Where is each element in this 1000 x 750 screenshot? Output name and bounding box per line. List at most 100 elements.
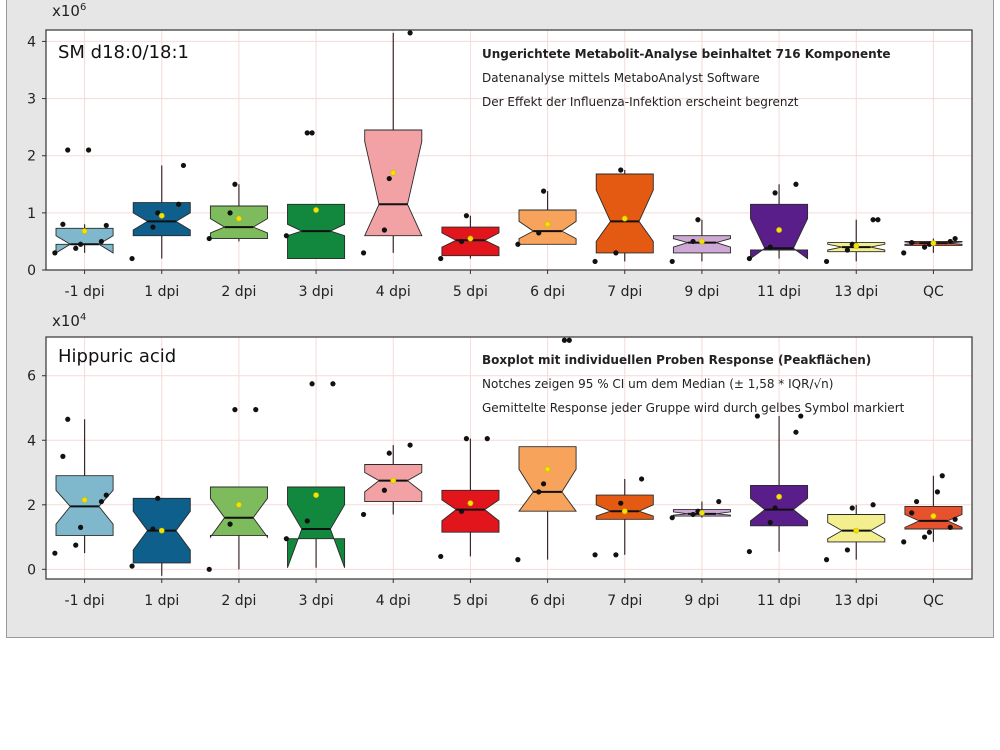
data-point (638, 476, 645, 482)
data-point (458, 238, 465, 245)
x-tick-label: -1 dpi (65, 284, 105, 300)
data-point (844, 247, 851, 253)
box-10 (746, 181, 809, 262)
box-6 (438, 213, 500, 262)
box-body (364, 129, 423, 237)
box-12 (901, 235, 963, 256)
mean-marker (776, 493, 782, 500)
annotation-3: Gemittelte Response jeder Gruppe wird du… (482, 401, 905, 415)
data-point (754, 413, 760, 419)
annotation-1: Ungerichtete Metabolit-Analyse beinhalte… (482, 47, 891, 61)
data-point (386, 450, 392, 456)
data-point (73, 245, 79, 251)
mean-marker (158, 527, 165, 534)
data-point (952, 235, 958, 242)
data-point (947, 524, 953, 530)
box-2 (129, 162, 191, 262)
x-tick-label: 3 dpi (299, 593, 334, 609)
mean-marker (390, 477, 397, 484)
data-point (921, 534, 928, 540)
x-tick-label: 11 dpi (757, 284, 801, 300)
data-point (909, 510, 915, 516)
annotation-3: Der Effekt der Influenza-Infektion ersch… (482, 95, 799, 109)
chart-title: Hippuric acid (58, 346, 176, 367)
box-8 (592, 167, 654, 265)
box-12 (901, 473, 963, 545)
chart-title: SM d18:0/18:1 (58, 42, 189, 63)
data-point (926, 529, 933, 535)
data-point (695, 217, 701, 223)
box-body (595, 494, 654, 520)
box-body (595, 173, 654, 254)
data-point (98, 238, 105, 245)
data-point (360, 250, 367, 256)
data-point (536, 489, 542, 495)
data-point (155, 495, 161, 501)
plot-border (45, 29, 973, 271)
data-point (458, 508, 465, 514)
x-tick-label: QC (923, 593, 944, 609)
data-point (767, 244, 773, 250)
data-point (129, 255, 135, 262)
mean-marker (930, 513, 937, 519)
y-tick-label: 2 (27, 498, 36, 514)
x-tick-label: 7 dpi (607, 593, 642, 609)
data-point (103, 492, 109, 498)
data-point (386, 175, 392, 182)
x-tick-label: 6 dpi (530, 284, 565, 300)
box-body (55, 227, 114, 254)
data-point (65, 147, 71, 153)
x-tick-label: -1 dpi (65, 593, 105, 609)
data-point (309, 381, 315, 387)
data-point (875, 217, 881, 223)
plot-border (45, 336, 973, 580)
data-point (129, 563, 135, 569)
data-point (746, 255, 752, 262)
data-point (618, 500, 624, 506)
x-tick-label: 2 dpi (221, 593, 256, 609)
data-point (304, 130, 310, 136)
data-point (52, 250, 58, 256)
x-tick-label: 7 dpi (607, 284, 642, 300)
data-point (206, 566, 212, 572)
x-tick-label: 2 dpi (221, 284, 256, 300)
data-point (870, 217, 876, 223)
data-point (592, 258, 598, 265)
box-9 (669, 498, 731, 521)
box-1 (52, 416, 114, 556)
box-body (209, 205, 268, 240)
data-point (947, 238, 953, 245)
data-point (798, 413, 804, 419)
box-3 (206, 181, 268, 242)
data-point (690, 511, 696, 518)
data-point (227, 210, 233, 216)
mean-marker (467, 235, 474, 242)
y-tick-label: 0 (27, 562, 36, 578)
data-point (463, 436, 470, 442)
data-point (180, 162, 187, 169)
data-point (901, 250, 907, 256)
data-point (613, 250, 619, 256)
data-point (909, 239, 915, 246)
data-point (772, 505, 778, 511)
data-point (309, 130, 315, 136)
box-body (209, 486, 268, 539)
y-tick-label: 1 (27, 206, 36, 222)
y-tick-label: 6 (27, 369, 36, 385)
mean-marker (236, 501, 242, 508)
data-point (155, 210, 161, 216)
box-body (750, 484, 809, 527)
data-point (870, 502, 876, 508)
data-point (304, 518, 310, 524)
box-body (132, 202, 191, 237)
annotation-1: Boxplot mit individuellen Proben Respons… (482, 353, 871, 367)
y-tick-label: 2 (27, 149, 36, 165)
data-point (407, 442, 413, 448)
data-point (613, 552, 619, 558)
box-4 (283, 381, 346, 568)
box-body (441, 489, 500, 533)
data-point (150, 224, 156, 230)
data-point (381, 487, 388, 493)
box-2 (129, 495, 191, 576)
